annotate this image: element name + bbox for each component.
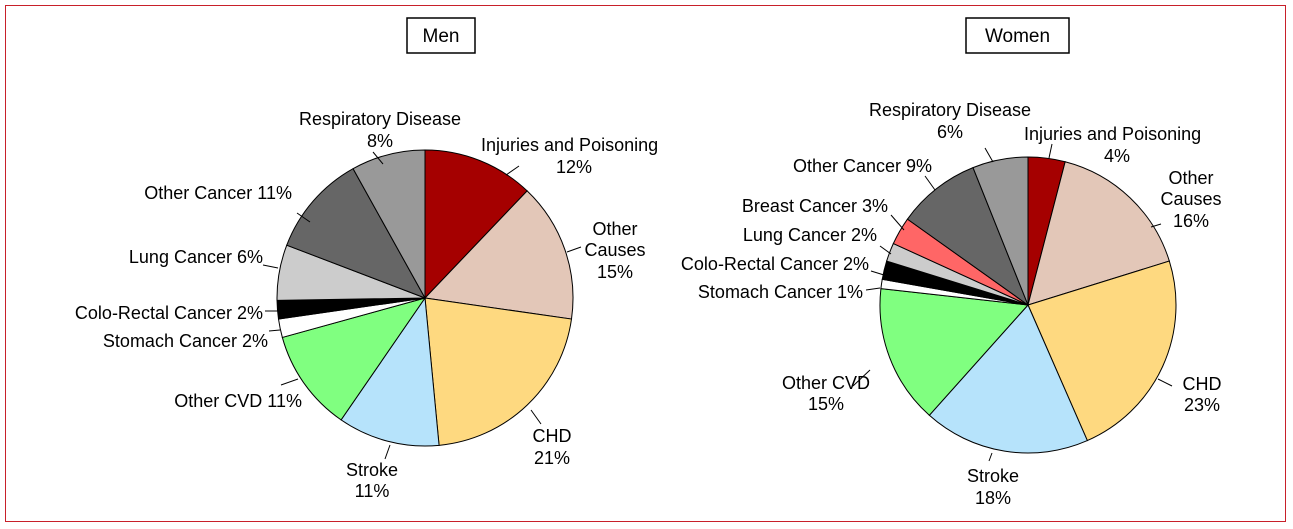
women-leader-lung-cancer <box>879 245 892 255</box>
women-chd-category: CHD <box>1183 374 1222 394</box>
women-chd-percent: 23% <box>1184 395 1220 415</box>
men-leader-stroke <box>384 444 391 460</box>
men-leader-other-causes <box>566 246 582 253</box>
men-slice-stroke <box>340 296 440 447</box>
men-title-box <box>406 17 476 54</box>
women-leader-other-cancer <box>924 175 936 191</box>
men-slice-other-cvd <box>281 297 427 421</box>
men-stroke-category: Stroke <box>346 460 398 480</box>
women-breast-cancer-category-percent: Breast Cancer 3% <box>742 196 888 216</box>
men-slice-chd <box>424 297 573 446</box>
women-leader-other-causes <box>1150 223 1162 228</box>
women-label-colo-rectal-cancer: Colo-Rectal Cancer 2% <box>681 254 885 276</box>
women-slice-stroke <box>928 304 1088 454</box>
men-label-other-cancer: Other Cancer 11% <box>144 183 311 223</box>
women-title-box <box>965 17 1070 54</box>
women-slice-other-causes <box>1027 161 1170 306</box>
men-leader-other-cvd <box>280 378 299 386</box>
men-injuries-and-poisoning-category: Injuries and Poisoning <box>481 135 658 155</box>
women-slice-other-cancer <box>906 166 1030 307</box>
men-other-cancer-category-percent: Other Cancer 11% <box>144 183 292 203</box>
men-respiratory-disease-category: Respiratory Disease <box>299 109 461 129</box>
women-leader-breast-cancer <box>890 214 905 231</box>
men-label-lung-cancer: Lung Cancer 6% <box>129 247 279 269</box>
women-leader-respiratory-disease <box>984 147 994 163</box>
women-injuries-and-poisoning-percent: 4% <box>1104 146 1130 166</box>
men-slice-other-causes <box>423 190 574 320</box>
men-other-cvd-category-percent: Other CVD 11% <box>174 391 302 411</box>
men-label-colo-rectal-cancer: Colo-Rectal Cancer 2% <box>75 303 278 323</box>
women-other-cancer-category-percent: Other Cancer 9% <box>793 156 932 176</box>
women-stroke-percent: 18% <box>975 488 1011 508</box>
men-other-causes-category-line2: Causes <box>584 240 645 260</box>
men-leader-stomach-cancer <box>268 329 281 332</box>
men-lung-cancer-category-percent: Lung Cancer 6% <box>129 247 263 267</box>
women-colo-rectal-cancer-category-percent: Colo-Rectal Cancer 2% <box>681 254 869 274</box>
figure-frame <box>5 5 1286 522</box>
women-leader-colo-rectal-cancer <box>870 270 885 276</box>
women-other-cvd-category: Other CVD <box>782 373 870 393</box>
women-leader-injuries-and-poisoning <box>1048 143 1053 159</box>
women-label-other-cancer: Other Cancer 9% <box>793 156 936 191</box>
men-other-causes-category-line1: Other <box>592 219 637 239</box>
men-stroke-percent: 11% <box>355 481 390 501</box>
men-leader-lung-cancer <box>262 264 279 269</box>
men-title: Men <box>423 26 460 47</box>
women-label-lung-cancer: Lung Cancer 2% <box>743 225 892 255</box>
women-leader-other-cvd <box>852 369 871 387</box>
women-leader-stroke <box>988 452 993 462</box>
women-other-causes-percent: 16% <box>1173 211 1209 231</box>
men-chd-percent: 21% <box>534 448 570 468</box>
men-slice-other-cancer <box>286 167 427 299</box>
men-colo-rectal-cancer-category-percent: Colo-Rectal Cancer 2% <box>75 303 263 323</box>
men-other-causes-percent: 15% <box>597 262 633 282</box>
men-label-other-cvd: Other CVD 11% <box>174 378 302 411</box>
men-injuries-and-poisoning-percent: 12% <box>556 157 592 177</box>
men-slice-injuries-and-poisoning <box>424 149 528 300</box>
women-label-stomach-cancer: Stomach Cancer 1% <box>698 282 881 302</box>
women-stroke-category: Stroke <box>967 466 1019 486</box>
women-stomach-cancer-category-percent: Stomach Cancer 1% <box>698 282 863 302</box>
men-chd-category: CHD <box>533 426 572 446</box>
men-label-stomach-cancer: Stomach Cancer 2% <box>103 329 281 351</box>
men-leader-respiratory-disease <box>372 151 384 165</box>
women-slice-respiratory-disease <box>972 156 1029 306</box>
women-leader-stomach-cancer <box>865 287 881 291</box>
men-respiratory-disease-percent: 8% <box>367 131 393 151</box>
women-lung-cancer-category-percent: Lung Cancer 2% <box>743 225 877 245</box>
women-leader-chd <box>1157 378 1173 387</box>
men-stomach-cancer-category-percent: Stomach Cancer 2% <box>103 331 268 351</box>
women-other-causes-category-line1: Other <box>1168 168 1213 188</box>
women-respiratory-disease-category: Respiratory Disease <box>869 100 1031 120</box>
women-other-causes-category-line2: Causes <box>1160 189 1221 209</box>
women-other-cvd-percent: 15% <box>808 394 844 414</box>
women-injuries-and-poisoning-category: Injuries and Poisoning <box>1024 124 1201 144</box>
women-respiratory-disease-percent: 6% <box>937 122 963 142</box>
women-slice-other-cvd <box>879 288 1030 417</box>
men-leader-chd <box>530 409 542 425</box>
men-leader-injuries-and-poisoning <box>505 165 520 176</box>
women-title: Women <box>985 26 1050 47</box>
women-label-breast-cancer: Breast Cancer 3% <box>742 196 905 231</box>
men-leader-other-cancer <box>296 212 311 223</box>
women-slice-chd <box>1027 260 1177 442</box>
men-slice-respiratory-disease <box>352 149 426 300</box>
